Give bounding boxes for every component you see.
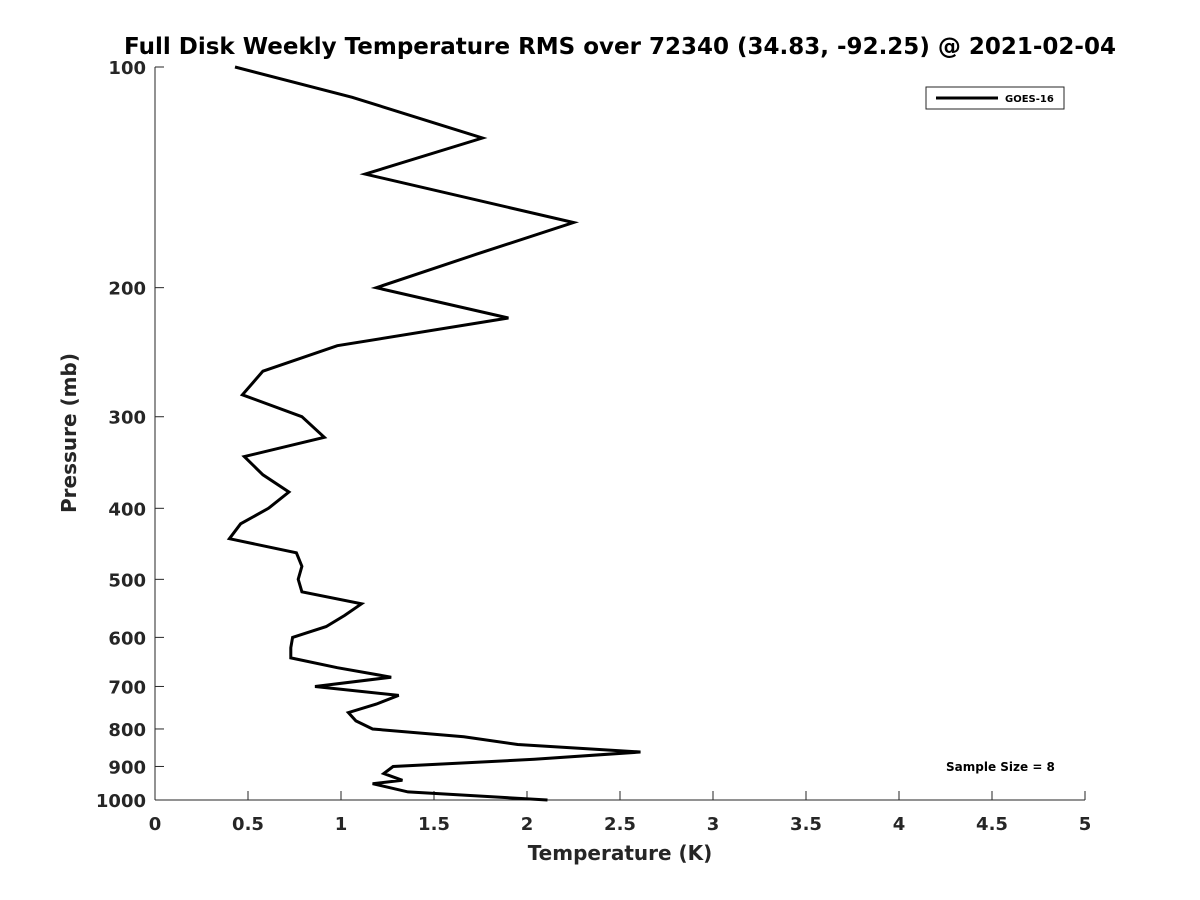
x-tick-label: 0 <box>149 814 162 835</box>
x-tick-label: 2.5 <box>604 814 636 835</box>
y-tick-label: 500 <box>108 570 146 591</box>
y-tick-label: 200 <box>108 279 146 300</box>
y-tick-label: 100 <box>108 58 146 79</box>
y-tick-label: 300 <box>108 408 146 429</box>
y-tick-label: 400 <box>108 499 146 520</box>
x-tick-label: 5 <box>1079 814 1092 835</box>
y-axis-ticks: 100 200 300 400 500 600 700 800 900 1000 <box>96 58 164 812</box>
x-tick-label: 1.5 <box>418 814 450 835</box>
x-axis-label: Temperature (K) <box>528 841 713 865</box>
sample-size-annotation: Sample Size = 8 <box>946 760 1055 774</box>
x-tick-label: 3.5 <box>790 814 822 835</box>
x-tick-label: 2 <box>521 814 534 835</box>
y-tick-label: 900 <box>108 757 146 778</box>
x-tick-label: 3 <box>707 814 720 835</box>
x-tick-label: 4 <box>893 814 906 835</box>
chart-title: Full Disk Weekly Temperature RMS over 72… <box>124 34 1116 60</box>
x-tick-label: 0.5 <box>232 814 264 835</box>
y-tick-label: 1000 <box>96 791 146 812</box>
x-axis-ticks: 0 0.5 1 1.5 2 2.5 3 3.5 4 4.5 5 <box>149 791 1092 835</box>
x-tick-label: 1 <box>335 814 348 835</box>
legend: GOES-16 <box>925 86 1065 110</box>
y-tick-label: 600 <box>108 628 146 649</box>
x-tick-label: 4.5 <box>976 814 1008 835</box>
y-tick-label: 700 <box>108 677 146 698</box>
goes-16-series-line <box>226 65 641 802</box>
legend-label-goes-16: GOES-16 <box>1005 94 1054 105</box>
y-tick-label: 800 <box>108 720 146 741</box>
y-axis-label: Pressure (mb) <box>57 353 81 513</box>
